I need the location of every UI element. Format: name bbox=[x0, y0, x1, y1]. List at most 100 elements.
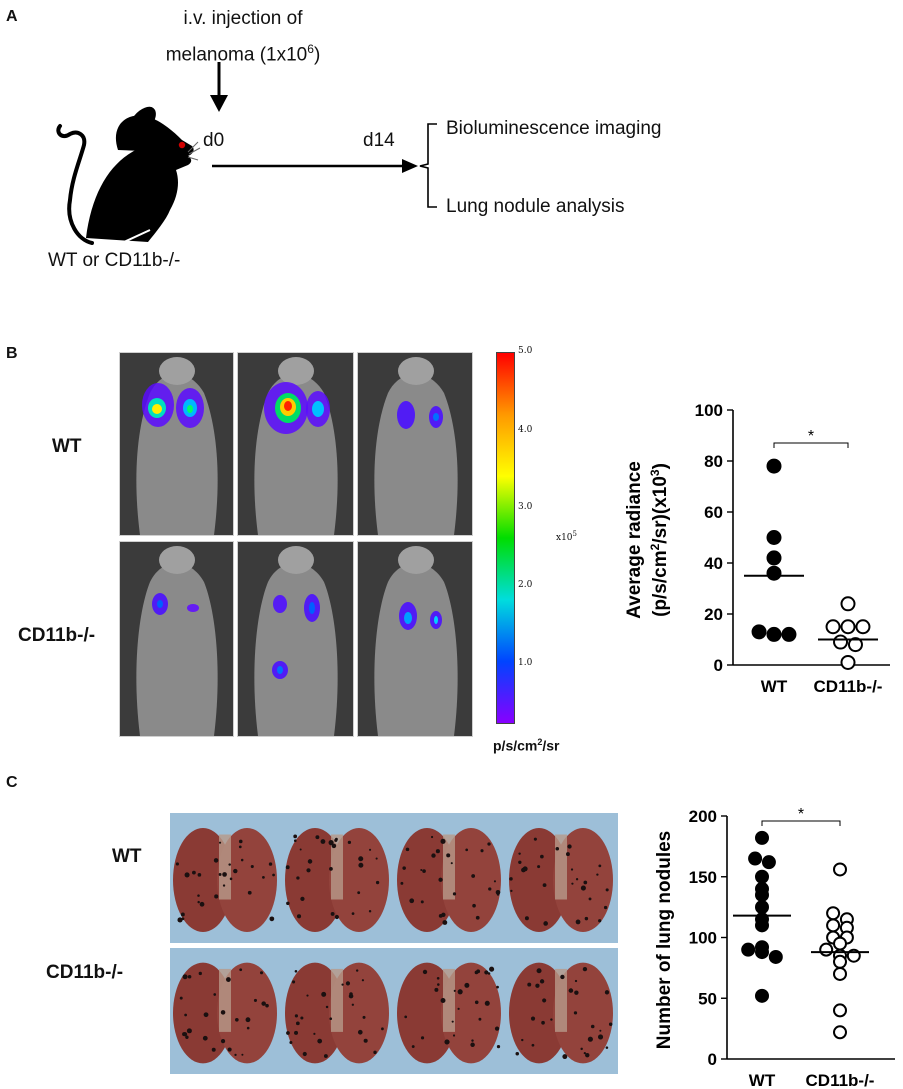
wt-lung-2-nodule-4 bbox=[440, 838, 446, 844]
ko-lung-3-nodule-15 bbox=[573, 1011, 578, 1015]
ko-lung-3-nodule-13 bbox=[541, 1020, 545, 1025]
nodules-y-tick-label-1: 50 bbox=[698, 989, 717, 1008]
nodules-point-1-7 bbox=[833, 936, 847, 951]
radiance-y-tick-label-4: 80 bbox=[704, 452, 723, 471]
mouse-icon bbox=[56, 106, 201, 245]
ko-lung-1-nodule-21 bbox=[294, 1014, 298, 1018]
ko-lung-0-nodule-27 bbox=[187, 1030, 190, 1033]
wt-lung-0-left-lobe bbox=[173, 828, 233, 932]
wt-lung-1-nodule-11 bbox=[368, 910, 372, 913]
radiance-point-1-5 bbox=[847, 637, 863, 653]
radiance-point-0-0 bbox=[766, 458, 782, 474]
ko-lung-1-nodule-15 bbox=[292, 980, 296, 984]
wt-lung-3-trachea bbox=[555, 834, 567, 900]
wt-lung-2-nodule-26 bbox=[431, 853, 436, 858]
ko-lung-1-nodule-3 bbox=[361, 979, 365, 982]
wt-lung-3-nodule-4 bbox=[537, 865, 541, 869]
panel-c-row-wt: WT bbox=[112, 846, 142, 867]
wt-lung-2-nodule-11 bbox=[450, 862, 453, 865]
ko-lung-3-nodule-22 bbox=[580, 1047, 583, 1051]
wt-lung-1-right-lobe bbox=[329, 828, 389, 932]
ko-lung-0-right-lobe bbox=[217, 962, 277, 1064]
ko-lung-3-nodule-1 bbox=[560, 974, 565, 980]
wt-lung-2-nodule-19 bbox=[422, 869, 426, 873]
wt-lung-1-nodule-5 bbox=[331, 843, 337, 849]
wt-lung-3-nodule-16 bbox=[598, 864, 602, 868]
wt-lung-2-nodule-10 bbox=[465, 848, 469, 852]
ko-lung-1-nodule-14 bbox=[295, 1021, 300, 1026]
wt-lung-2-nodule-24 bbox=[409, 898, 415, 904]
injection-arrow-head bbox=[210, 95, 228, 112]
panel-b-letter: B bbox=[6, 345, 18, 362]
nodules-point-0-1 bbox=[748, 851, 763, 866]
wt-lung-2-nodule-21 bbox=[471, 874, 476, 878]
ko-lung-1-nodule-2 bbox=[313, 1032, 316, 1035]
nodules-point-1-1 bbox=[826, 906, 841, 921]
bli-image-ko-2 bbox=[237, 541, 354, 737]
radiance-category-1: CD11b-/- bbox=[814, 677, 883, 696]
wt-lung-1-nodule-21 bbox=[320, 839, 326, 844]
ko-lung-2-nodule-25 bbox=[437, 983, 440, 986]
ko-lung-0-nodule-1 bbox=[225, 977, 231, 982]
ko-lung-2-nodule-10 bbox=[474, 1000, 479, 1005]
color-scale-tick-3: 3.0 bbox=[518, 502, 533, 512]
radiance-y-tick-label-0: 0 bbox=[714, 656, 723, 675]
ko-lung-3-nodule-20 bbox=[542, 998, 547, 1003]
ko-lung-0-nodule-19 bbox=[185, 1035, 189, 1039]
ko-lung-3-nodule-9 bbox=[539, 979, 545, 984]
wt-lung-2-nodule-1 bbox=[438, 877, 443, 882]
ko-lung-2-nodule-3 bbox=[404, 1015, 408, 1019]
ko-lung-3-nodule-27 bbox=[515, 1052, 520, 1056]
ko-lung-3-nodule-24 bbox=[582, 966, 588, 972]
wt-lung-0-nodule-8 bbox=[184, 872, 190, 878]
radiance-point-1-2 bbox=[840, 619, 856, 635]
wt-lung-3-nodule-8 bbox=[605, 888, 609, 892]
ko-lung-0-nodule-24 bbox=[246, 1026, 250, 1030]
ko-lung-0-nodule-15 bbox=[211, 1047, 216, 1052]
readout-lung-nodules: Lung nodule analysis bbox=[446, 196, 625, 217]
nodules-point-0-11 bbox=[755, 945, 769, 960]
bli-mouse-wt-2 bbox=[254, 357, 338, 535]
wt-lung-1-nodule-9 bbox=[368, 848, 372, 851]
ko-lung-1-nodule-4 bbox=[351, 1003, 355, 1006]
lung-photo-wt bbox=[170, 813, 618, 943]
ko-lung-1-nodule-13 bbox=[300, 1016, 304, 1020]
wt-lung-2-nodule-16 bbox=[480, 849, 484, 853]
wt-lung-3-nodule-21 bbox=[540, 854, 544, 859]
wt-lung-0-trachea bbox=[219, 834, 231, 900]
radiance-ylabel-part-1: 2 bbox=[648, 543, 662, 550]
nodules-point-1-14 bbox=[833, 1025, 847, 1040]
wt-lung-1-nodule-8 bbox=[351, 912, 355, 916]
wt-lung-3-nodule-0 bbox=[598, 919, 602, 923]
wt-lung-3-nodule-26 bbox=[518, 860, 522, 864]
wt-lung-1-nodule-25 bbox=[375, 880, 380, 885]
wt-lung-0-nodule-13 bbox=[250, 864, 254, 869]
ko-lung-0-nodule-8 bbox=[182, 974, 188, 980]
wt-lung-1-nodule-4 bbox=[330, 911, 335, 916]
injection-line1: i.v. injection of bbox=[183, 8, 303, 29]
lung-photo-ko bbox=[170, 948, 618, 1074]
day0-label: d0 bbox=[203, 130, 225, 151]
wt-lung-1-nodule-20 bbox=[357, 891, 361, 895]
ko-lung-1-trachea bbox=[331, 968, 343, 1032]
radiance-y-tick-label-5: 100 bbox=[695, 401, 723, 420]
radiance-color-scale bbox=[496, 352, 515, 724]
wt-lung-1-nodule-15 bbox=[299, 848, 302, 851]
ko-lung-2-nodule-18 bbox=[489, 966, 495, 972]
ko-lung-1-nodule-27 bbox=[289, 1040, 293, 1044]
ko-lung-0-nodule-0 bbox=[245, 1017, 251, 1023]
wt-lung-0-nodule-0 bbox=[222, 884, 226, 887]
readout-bracket bbox=[419, 123, 437, 208]
ko-lung-0-nodule-23 bbox=[220, 1039, 226, 1044]
ko-lung-1-nodule-10 bbox=[294, 969, 298, 973]
wt-lung-3-nodule-27 bbox=[575, 919, 581, 925]
bli-image-wt-2 bbox=[237, 352, 354, 536]
nodules-point-0-3 bbox=[755, 869, 769, 884]
wt-lung-0-nodule-25 bbox=[269, 916, 275, 922]
color-scale-multiplier: x105 bbox=[556, 530, 577, 543]
nodules-category-0: WT bbox=[749, 1071, 776, 1089]
ko-lung-2-nodule-7 bbox=[436, 976, 440, 980]
radiance-ylabel-line2: (p/s/cm2/sr)(x103) bbox=[648, 463, 671, 617]
bli-mouse-ko-1 bbox=[136, 546, 218, 736]
wt-lung-2-nodule-17 bbox=[438, 913, 443, 918]
